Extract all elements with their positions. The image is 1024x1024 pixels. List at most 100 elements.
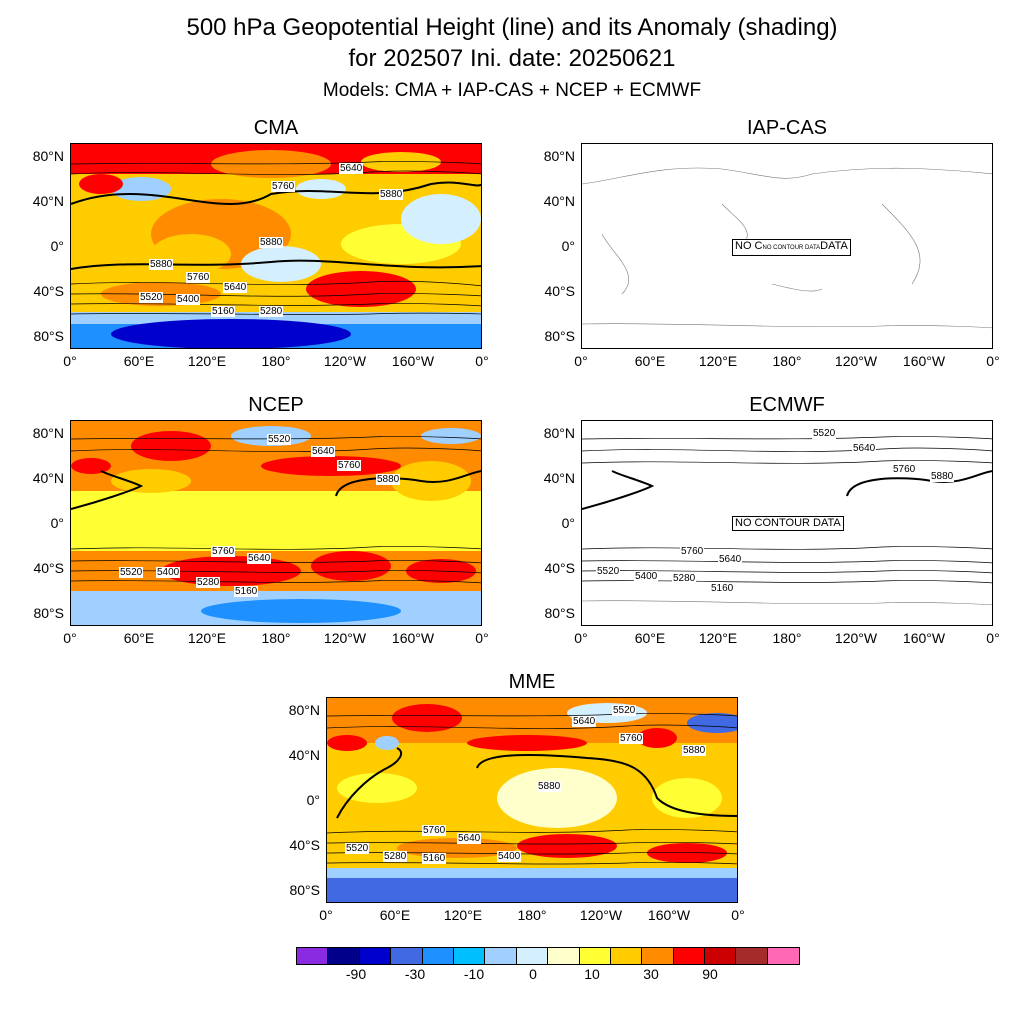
anomaly-shading [71,421,481,625]
colorbar-swatch [736,948,768,964]
x-tick: 160°W [902,630,946,646]
x-tick: 0° [731,907,745,923]
panel-cma: CMA 5640 [33,117,489,369]
colorbar-swatch [453,948,486,964]
contour-label: 5640 [339,163,364,174]
x-tick: 180° [261,630,291,646]
contour-label: 5640 [852,443,877,454]
y-tick: 80°N [32,148,64,164]
colorbar-label: -10 [463,966,485,982]
contour-label: 5520 [267,434,292,445]
contour-label: 5760 [892,464,917,475]
contour-label: 5520 [139,292,164,303]
panel-title: NCEP [248,394,304,416]
x-tick: 0° [63,353,77,369]
y-tick: 40°N [32,470,64,486]
contour-label: 5160 [211,306,236,317]
x-tick: 0° [475,630,489,646]
panel-title: ECMWF [749,394,825,416]
no-data-box: NO CNO CONTOUR DATADATA [732,239,851,256]
x-tick: 60°E [123,630,155,646]
colorbar-label: 90 [702,966,718,982]
y-tick: 40°N [543,193,575,209]
y-tick: 0° [561,515,575,531]
colorbar-swatch [516,948,549,964]
x-tick: 120°W [579,907,623,923]
x-tick: 180° [772,630,802,646]
y-tick: 40°S [33,560,64,576]
y-tick: 80°N [288,702,320,718]
figure-title: 500 hPa Geopotential Height (line) and i… [186,14,838,41]
no-data-label-mid: NO CONTOUR DATA [762,245,821,251]
x-tick: 0° [63,630,77,646]
contour-label: 5640 [457,833,482,844]
contour-label: 5880 [376,474,401,485]
y-tick: 80°S [33,328,64,344]
x-tick: 0° [475,353,489,369]
x-tick: 120°E [698,353,738,369]
y-tick: 40°N [288,747,320,763]
x-tick: 160°W [902,353,946,369]
contour-label: 5760 [211,546,236,557]
colorbar-swatch [485,948,517,964]
map-area: NO CNO CONTOUR DATADATA [581,143,993,349]
x-tick: 0° [574,630,588,646]
contour-label: 5640 [311,446,336,457]
contour-label: 5520 [812,428,837,439]
x-tick: 60°E [634,630,666,646]
contour-label: 5160 [422,853,447,864]
contour-label: 5400 [176,294,201,305]
contour-label: 5160 [710,583,735,594]
x-tick: 120°W [834,353,878,369]
contour-label: 5400 [156,567,181,578]
x-tick: 60°E [634,353,666,369]
x-tick: 60°E [379,907,411,923]
x-tick: 120°W [323,630,367,646]
x-tick: 160°W [391,630,435,646]
x-tick: 0° [986,630,1000,646]
y-tick: 80°N [32,425,64,441]
contour-label: 5280 [196,577,221,588]
colorbar-swatch [359,948,392,964]
y-tick: 0° [306,792,320,808]
panel-mme: MME 5520 [289,671,745,923]
contour-label: 5880 [930,471,955,482]
colorbar-swatch [579,948,611,964]
contour-label: 5760 [619,733,644,744]
map-area: NO CONTOUR DATA 5520 5640 5760 5880 5760… [581,420,993,626]
colorbar-swatch [548,948,580,964]
figure-subtitle: for 202507 Ini. date: 20250621 [348,45,676,72]
x-tick: 120°E [187,630,227,646]
panel-title: IAP-CAS [746,117,828,139]
figure-models-line: Models: CMA + IAP-CAS + NCEP + ECMWF [322,80,702,101]
no-data-label-end: DATA [820,240,848,252]
contour-label: 5280 [383,851,408,862]
x-tick: 0° [319,907,333,923]
y-tick: 80°N [543,425,575,441]
coastline-outline [582,167,992,329]
contour-label: 5520 [119,567,144,578]
colorbar-swatch [673,948,706,964]
x-tick: 60°E [123,353,155,369]
x-tick: 120°E [443,907,483,923]
y-tick: 40°N [543,470,575,486]
contour-label: 5400 [634,571,659,582]
x-tick: 120°W [323,353,367,369]
panel-ncep: NCEP 5520 5640 [33,394,489,646]
panel-ecmwf: ECMWF NO CONTOUR DATA 5520 5640 5760 588… [544,394,1000,646]
panel-title: MME [508,671,556,693]
x-tick: 0° [574,353,588,369]
contour-label: 5640 [572,716,597,727]
y-tick: 40°S [544,560,575,576]
map-area: 5520 5640 5760 5880 5880 5760 5640 5520 … [326,697,738,903]
colorbar-swatch [705,948,737,964]
y-tick: 0° [50,515,64,531]
y-tick: 0° [561,238,575,254]
contour-label: 5280 [259,306,284,317]
y-tick: 0° [50,238,64,254]
colorbar-swatch [767,948,800,964]
contour-label: 5640 [247,553,272,564]
contour-label: 5520 [596,566,621,577]
contour-label: 5760 [680,546,705,557]
contour-label: 5880 [682,745,707,756]
